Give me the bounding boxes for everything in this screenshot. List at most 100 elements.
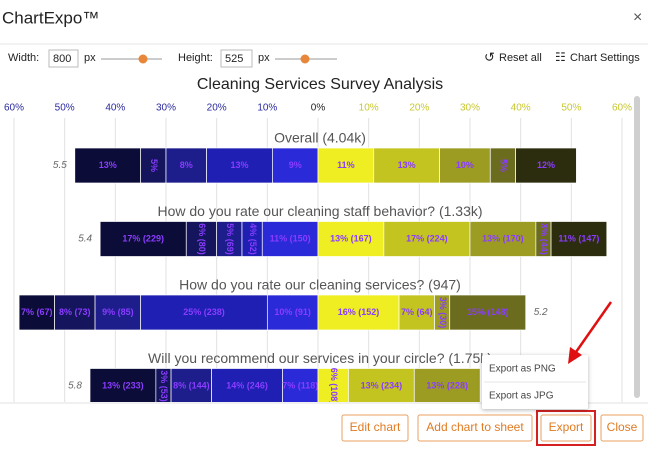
chart-title: Cleaning Services Survey Analysis [197, 76, 443, 93]
bar-segment [211, 368, 283, 402]
bar-segment [99, 221, 187, 257]
row-mean: 5.5 [53, 160, 67, 171]
segment-label: 3% (44) [539, 223, 549, 255]
bar-segment [373, 147, 440, 184]
height-value: 525 [225, 53, 243, 65]
annotation-arrow [574, 301, 613, 353]
bar-segment [489, 147, 516, 184]
arrow-head [568, 347, 582, 364]
button[interactable] [600, 414, 644, 442]
row-title: How do you rate our cleaning services? (… [179, 277, 461, 293]
segment-label: 9% [289, 160, 302, 170]
x-tick-label: 20% [409, 103, 429, 114]
segment-label: 13% (234) [361, 380, 403, 390]
segment-label: 7% (67) [21, 307, 53, 317]
bar-segment [261, 221, 319, 257]
width-input[interactable] [48, 49, 79, 68]
segment-label: 8% [180, 160, 193, 170]
export-button[interactable]: Export [549, 420, 584, 434]
close-button[interactable]: Close [607, 420, 638, 434]
menu-item[interactable]: Export as JPG [489, 391, 554, 402]
bar-segment [140, 294, 268, 331]
button[interactable] [341, 414, 409, 442]
add-chart-button[interactable]: Add chart to sheet [426, 420, 524, 434]
segment-label: 11% [337, 160, 355, 170]
segment-label: 8% (144) [173, 380, 210, 390]
button[interactable] [417, 414, 533, 442]
bar-segment [348, 368, 415, 402]
scrollbar[interactable] [634, 96, 640, 398]
segment-label: 5% [149, 159, 159, 172]
segment-label: 4% (52) [248, 223, 258, 255]
segment-label: 13% (228) [426, 380, 468, 390]
bar-segment [439, 147, 491, 184]
height-input[interactable] [220, 49, 253, 68]
bar-segment [317, 294, 400, 331]
segment-label: 7% (64) [401, 307, 433, 317]
x-axis: 60% 50% 40% 30% 20% 10% 0% 10% 20% 30% 40% 50% 60% [4, 103, 632, 114]
segment-label: 13% (233) [102, 380, 144, 390]
segment-label: 11% (150) [270, 233, 311, 243]
row-mean: 5.2 [534, 307, 548, 318]
bar-segment [317, 221, 385, 257]
row-mean: 5.8 [68, 381, 82, 392]
highlight-box [536, 410, 596, 446]
segment-label: 7% (118) [282, 380, 318, 390]
reset-button[interactable]: Reset all [499, 52, 542, 64]
row-mean: 5.4 [78, 234, 92, 245]
bar-segment [272, 147, 319, 184]
height-label: Height: [178, 52, 213, 64]
segment-label: 14% (246) [226, 380, 268, 390]
settings-button[interactable]: Chart Settings [570, 52, 640, 64]
row-title: Overall (4.04k) [274, 130, 366, 146]
bar-segment [89, 368, 157, 402]
segment-label: 11% (147) [558, 233, 599, 243]
bar-segment [94, 294, 142, 331]
x-tick-label: 10% [359, 103, 379, 114]
segment-label: 3% (30) [438, 297, 448, 329]
segment-label: 25% (238) [183, 307, 225, 317]
unit: px [84, 52, 96, 64]
x-tick-label: 50% [55, 103, 75, 114]
width-label: Width: [8, 52, 39, 64]
row-title: Will you recommend our services in your … [148, 350, 492, 366]
close-icon[interactable]: × [633, 9, 642, 26]
bar-segment [54, 294, 96, 331]
segment-label: 9% (85) [102, 307, 134, 317]
app-title: ChartExpo™ [2, 8, 99, 27]
width-value: 800 [53, 53, 71, 65]
bar-segment [165, 147, 207, 184]
bar-segment [317, 147, 375, 184]
bar-segment [449, 294, 527, 331]
reset-icon[interactable]: ↺ [484, 49, 495, 64]
segment-label: 6% (108) [329, 368, 339, 405]
x-tick-label: 20% [207, 103, 227, 114]
slider-knob[interactable] [138, 54, 148, 64]
segment-label: 13% (170) [482, 233, 524, 243]
bar-segment [550, 221, 608, 257]
row-title: How do you rate our cleaning staff behav… [157, 203, 482, 219]
bar-segment [282, 368, 319, 402]
bar-segment [469, 221, 537, 257]
unit: px [258, 52, 270, 64]
bar-segment [74, 147, 142, 184]
button[interactable] [540, 414, 592, 442]
settings-icon[interactable]: ☷ [555, 50, 566, 64]
x-tick-label: 0% [311, 103, 326, 114]
segment-label: 8% (73) [59, 307, 91, 317]
segment-label: 13% [99, 160, 117, 170]
menu-item[interactable]: Export as PNG [489, 364, 556, 375]
segment-label: 5% (69) [225, 223, 235, 255]
slider-knob[interactable] [300, 54, 310, 64]
segment-label: 5% [499, 159, 509, 172]
segment-label: 17% (229) [122, 233, 164, 243]
segment-label: 10% (91) [274, 307, 311, 317]
bar-segment [216, 221, 243, 257]
x-tick-label: 50% [561, 103, 581, 114]
edit-chart-button[interactable]: Edit chart [350, 420, 401, 434]
x-tick-label: 60% [612, 103, 632, 114]
segment-label: 13% [398, 160, 416, 170]
segment-label: 10% [456, 160, 474, 170]
segment-label: 12% [537, 160, 555, 170]
